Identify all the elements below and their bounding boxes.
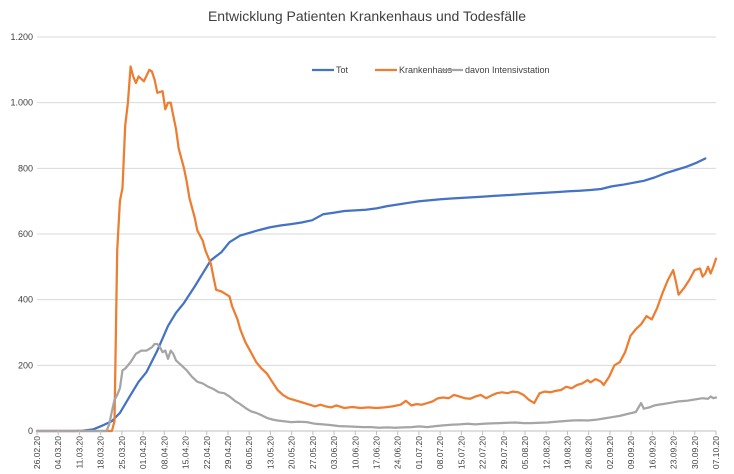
- x-tick-label: 13.05.20: [265, 436, 275, 469]
- x-tick-label: 15.04.20: [181, 436, 191, 469]
- x-tick-label: 22.07.20: [478, 436, 488, 469]
- series-line-1: [35, 65, 718, 433]
- y-tick-label: 1.000: [10, 98, 33, 108]
- series-line-2: [35, 342, 718, 433]
- series-lines: [35, 65, 718, 433]
- y-tick-label: 200: [18, 360, 33, 370]
- x-tick-label: 03.06.20: [329, 436, 339, 469]
- y-tick-label: 0: [28, 426, 33, 436]
- x-tick-label: 02.09.20: [605, 436, 615, 469]
- x-tick-label: 16.09.20: [647, 436, 657, 469]
- x-tick-label: 23.09.20: [669, 436, 679, 469]
- x-tick-label: 06.05.20: [244, 436, 254, 469]
- y-tick-label: 1.200: [10, 32, 33, 42]
- chart-title: Entwicklung Patienten Krankenhaus und To…: [208, 8, 526, 24]
- gridlines: [37, 36, 716, 432]
- x-tick-label: 20.05.20: [287, 436, 297, 469]
- x-tick-label: 11.03.20: [74, 436, 84, 469]
- x-tick-label: 24.06.20: [393, 436, 403, 469]
- x-tick-label: 29.07.20: [499, 436, 509, 469]
- y-tick-label: 600: [18, 229, 33, 239]
- legend-label: Tot: [336, 65, 349, 75]
- x-tick-label: 27.05.20: [308, 436, 318, 469]
- x-tick-label: 09.09.20: [626, 436, 636, 469]
- x-tick-label: 10.06.20: [350, 436, 360, 469]
- y-tick-label: 800: [18, 163, 33, 173]
- x-tick-label: 04.03.20: [53, 436, 63, 469]
- series-line-0: [35, 157, 707, 433]
- x-tick-label: 01.04.20: [138, 436, 148, 469]
- x-tick-label: 08.07.20: [435, 436, 445, 469]
- x-tick-label: 17.06.20: [372, 436, 382, 469]
- x-tick-label: 08.04.20: [159, 436, 169, 469]
- x-tick-label: 01.07.20: [414, 436, 424, 469]
- x-tick-label: 25.03.20: [117, 436, 127, 469]
- x-tick-label: 07.10.20: [711, 436, 721, 469]
- x-tick-label: 18.03.20: [96, 436, 106, 469]
- x-tick-label: 29.04.20: [223, 436, 233, 469]
- x-tick-label: 15.07.20: [456, 436, 466, 469]
- x-tick-label: 30.09.20: [690, 436, 700, 469]
- legend: Tot Krankenhaus davon Intensivstation: [312, 65, 550, 75]
- axes: 0 200 400 600 800 1.000 1.200 26.02.20 04.03.20 1…: [10, 32, 721, 469]
- legend-label: davon Intensivstation: [465, 65, 550, 75]
- y-tick-label: 400: [18, 295, 33, 305]
- x-tick-label: 26.08.20: [584, 436, 594, 469]
- x-tick-label: 12.08.20: [541, 436, 551, 469]
- x-tick-label: 05.08.20: [520, 436, 530, 469]
- legend-label: Krankenhaus: [399, 65, 453, 75]
- x-tick-label: 26.02.20: [32, 436, 42, 469]
- x-tick-label: 19.08.20: [562, 436, 572, 469]
- x-tick-label: 22.04.20: [202, 436, 212, 469]
